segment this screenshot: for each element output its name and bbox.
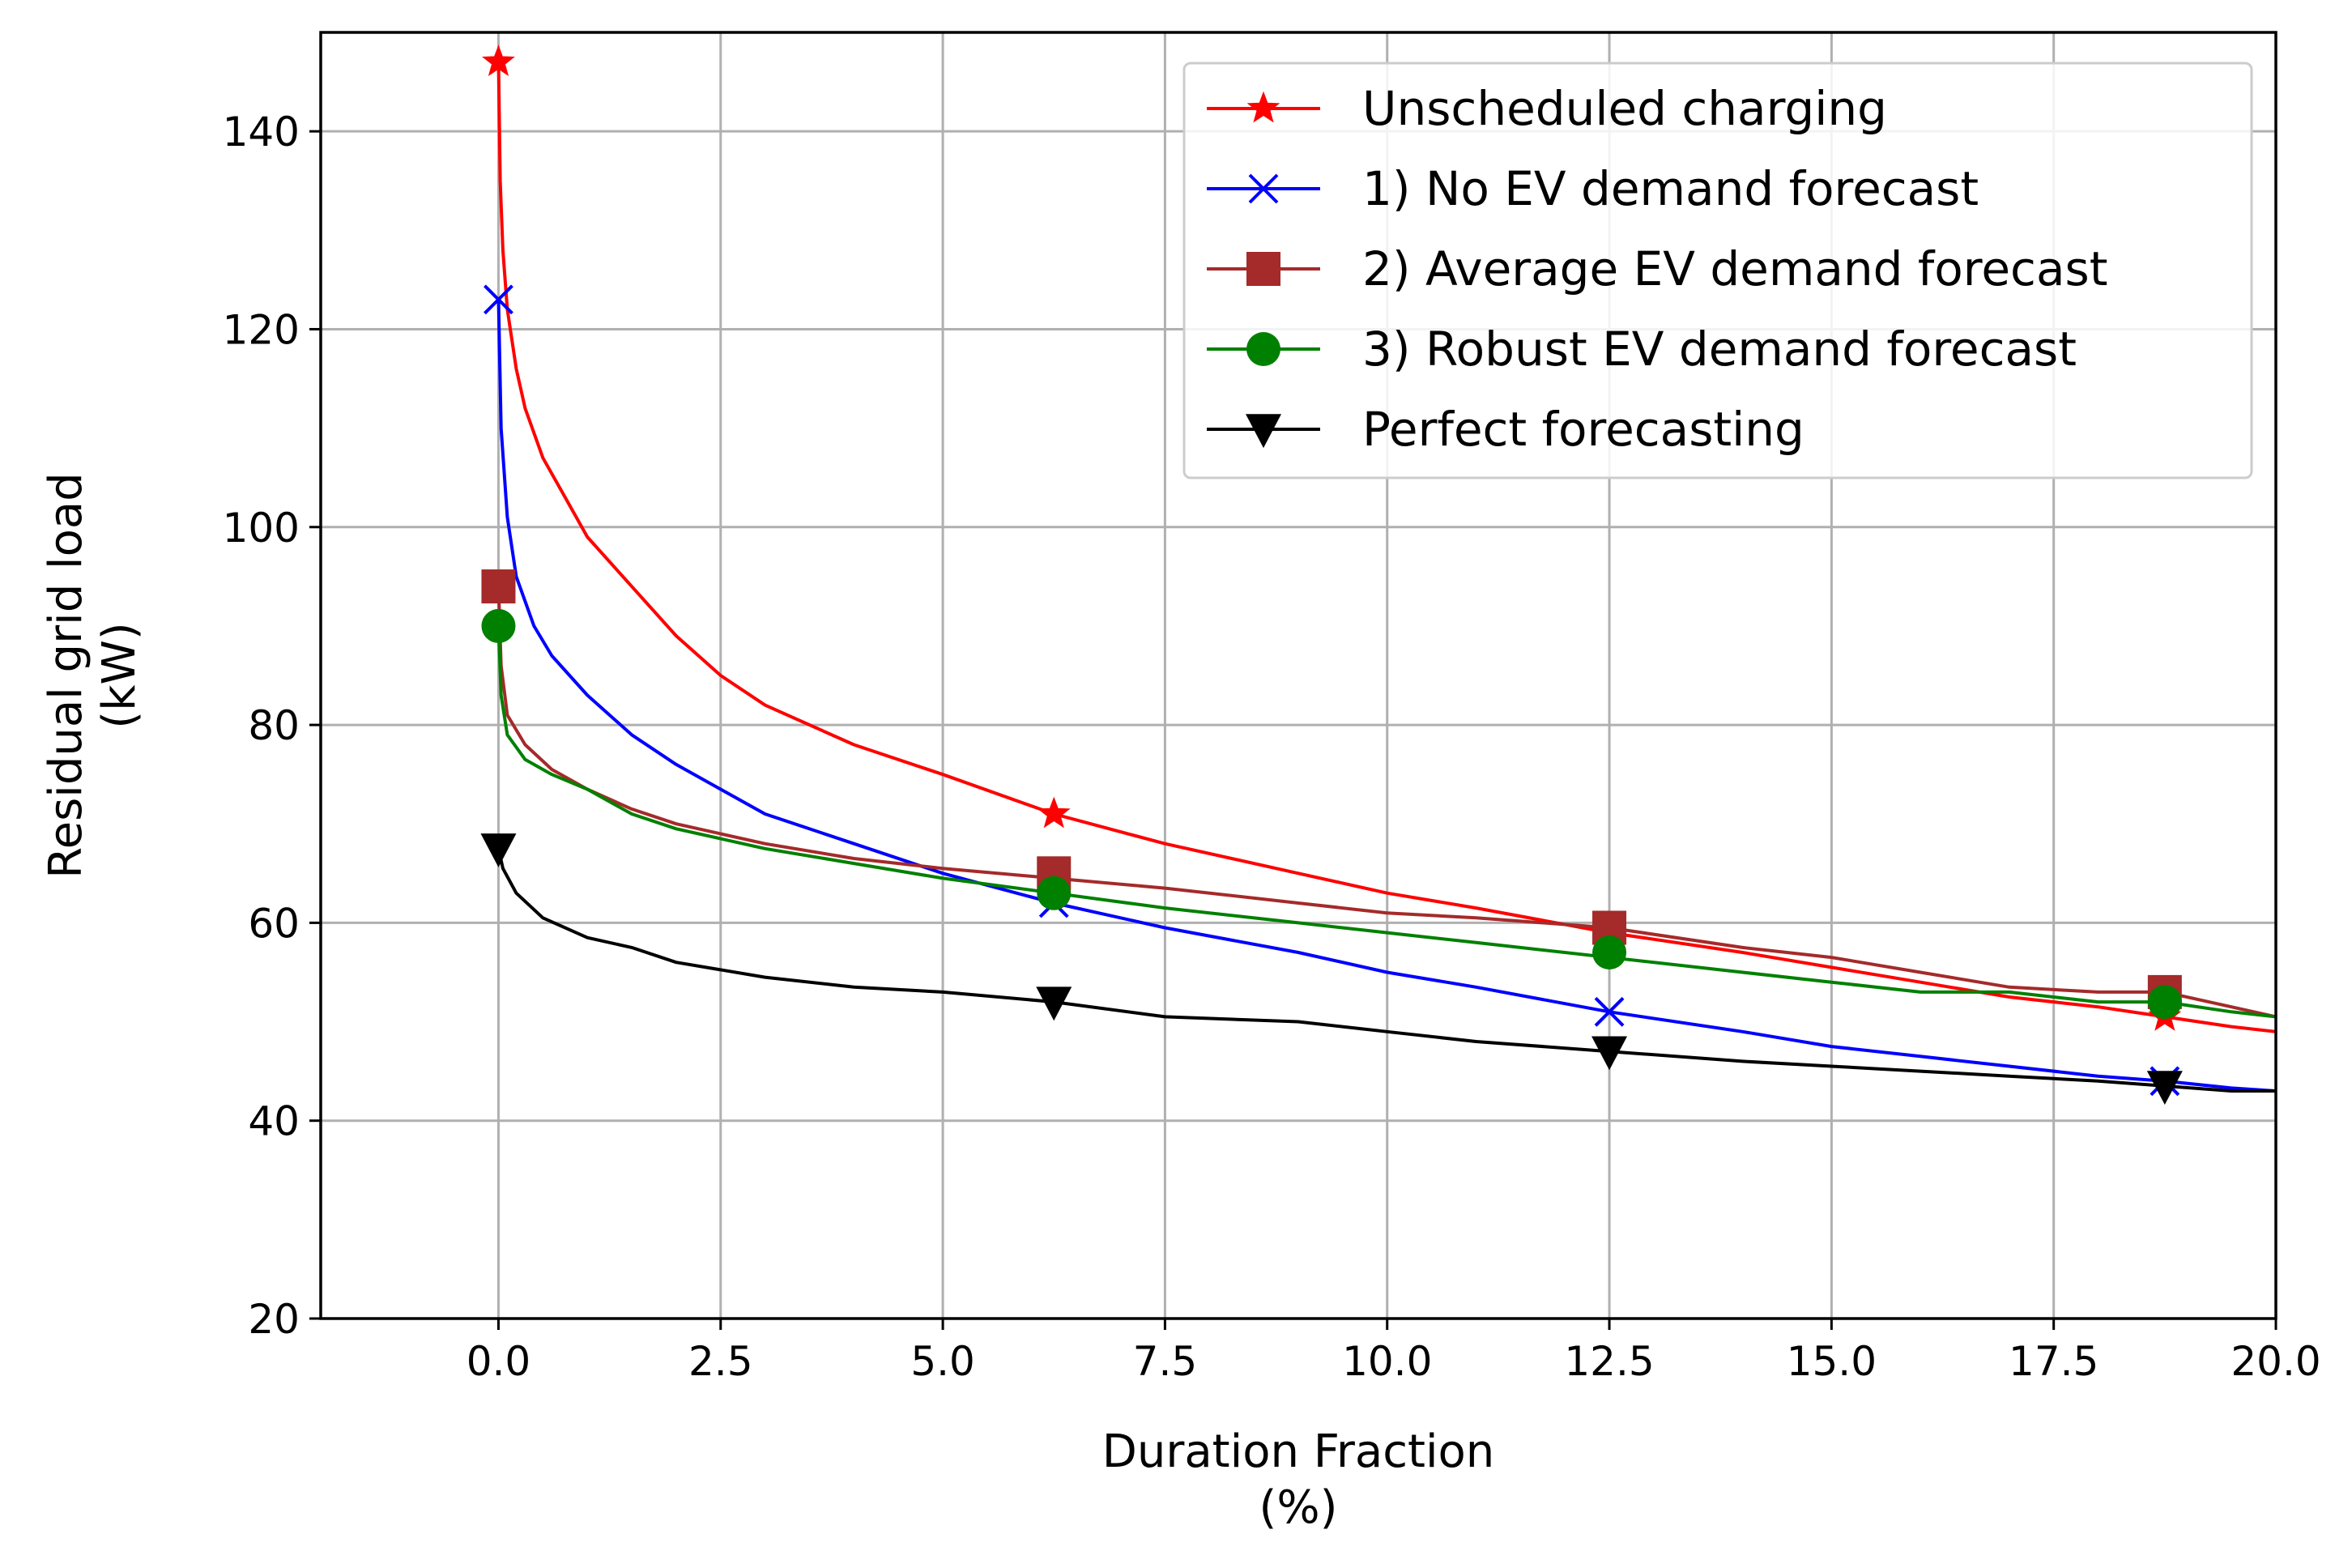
data-point-3-robust-ev-demand-forecast xyxy=(1037,876,1072,910)
plot-frame xyxy=(319,31,2277,1320)
x-tick-label: 7.5 xyxy=(1133,1338,1198,1385)
data-point-1-no-ev-demand-forecast-stroke-b xyxy=(484,284,513,315)
data-point-1-no-ev-demand-forecast-stroke-b xyxy=(1594,996,1625,1027)
legend-marker-3-robust-ev-demand-forecast xyxy=(1246,332,1280,366)
data-point-2-average-ev-demand-forecast xyxy=(481,569,516,604)
data-point-3-robust-ev-demand-forecast xyxy=(2147,985,2182,1020)
data-point-3-robust-ev-demand-forecast xyxy=(1592,935,1627,970)
series-line-2-average-ev-demand-forecast xyxy=(496,586,2277,1019)
legend-label-3-robust-ev-demand-forecast: 3) Robust EV demand forecast xyxy=(1362,322,2077,377)
series-group xyxy=(480,45,2277,1106)
data-point-perfect-forecasting xyxy=(480,833,517,867)
data-point-perfect-forecasting xyxy=(2146,1071,2183,1106)
series-line-unscheduled-charging xyxy=(496,62,2277,1033)
legend-item-1-no-ev-demand-forecast: 1) No EV demand forecast xyxy=(1207,161,1979,216)
legend-item-3-robust-ev-demand-forecast: 3) Robust EV demand forecast xyxy=(1207,322,2077,377)
series-line-3-robust-ev-demand-forecast xyxy=(496,625,2277,1019)
x-tick-label: 5.0 xyxy=(910,1338,975,1385)
y-tick-label: 60 xyxy=(248,900,300,947)
data-point-1-no-ev-demand-forecast xyxy=(1594,996,1625,1027)
x-axis-unit: (%) xyxy=(1259,1481,1338,1534)
data-point-perfect-forecasting xyxy=(1591,1036,1628,1071)
y-tick-label: 40 xyxy=(248,1098,300,1145)
legend-marker-2-average-ev-demand-forecast xyxy=(1246,252,1280,286)
y-tick-label: 20 xyxy=(248,1296,300,1343)
legend: Unscheduled charging 1) No EV demand fore… xyxy=(1182,62,2253,479)
y-tick-label: 140 xyxy=(223,109,300,156)
legend-box xyxy=(1182,62,2253,479)
legend-label-2-average-ev-demand-forecast: 2) Average EV demand forecast xyxy=(1362,241,2107,296)
x-axis-label: Duration Fraction xyxy=(1102,1425,1495,1478)
legend-label-unscheduled-charging: Unscheduled charging xyxy=(1362,81,1887,136)
legend-label-perfect-forecasting: Perfect forecasting xyxy=(1362,402,1804,457)
x-tick-label: 2.5 xyxy=(688,1338,753,1385)
legend-marker-unscheduled-charging xyxy=(1246,91,1280,123)
x-tick-label: 10.0 xyxy=(1342,1338,1432,1385)
series-3-robust-ev-demand-forecast xyxy=(481,608,2277,1020)
y-tick-label: 100 xyxy=(223,505,300,552)
legend-marker-1-no-ev-demand-forecast xyxy=(1248,173,1279,204)
legend-item-unscheduled-charging: Unscheduled charging xyxy=(1207,81,1887,136)
y-axis-label: Residual grid load xyxy=(40,472,92,878)
legend-marker-1-no-ev-demand-forecast-stroke-b xyxy=(1248,173,1279,204)
data-point-3-robust-ev-demand-forecast xyxy=(481,608,516,643)
x-tick-label: 17.5 xyxy=(2009,1338,2098,1385)
x-tick-label: 12.5 xyxy=(1564,1338,1654,1385)
data-point-perfect-forecasting xyxy=(1036,986,1072,1021)
legend-item-2-average-ev-demand-forecast: 2) Average EV demand forecast xyxy=(1207,241,2107,296)
x-tick-label: 0.0 xyxy=(467,1338,531,1385)
y-axis-label-group: Residual grid load (kW) xyxy=(40,472,146,878)
ticks: 0.0 2.5 5.0 7.5 10.0 12.5 15.0 17.5 20.0 20 40 60 80… xyxy=(223,109,2321,1385)
y-axis-unit: (kW) xyxy=(93,622,146,729)
data-point-unscheduled-charging xyxy=(1037,796,1071,829)
y-tick-label: 80 xyxy=(248,702,300,749)
x-tick-label: 15.0 xyxy=(1787,1338,1877,1385)
legend-marker-perfect-forecasting xyxy=(1246,414,1281,449)
legend-label-1-no-ev-demand-forecast: 1) No EV demand forecast xyxy=(1362,161,1979,216)
x-tick-label: 20.0 xyxy=(2231,1338,2320,1385)
legend-item-perfect-forecasting: Perfect forecasting xyxy=(1207,402,1804,457)
series-perfect-forecasting xyxy=(480,833,2276,1106)
series-line-perfect-forecasting xyxy=(496,848,2276,1093)
data-point-1-no-ev-demand-forecast xyxy=(484,284,513,315)
data-point-unscheduled-charging xyxy=(482,45,515,76)
y-tick-label: 120 xyxy=(223,306,300,353)
